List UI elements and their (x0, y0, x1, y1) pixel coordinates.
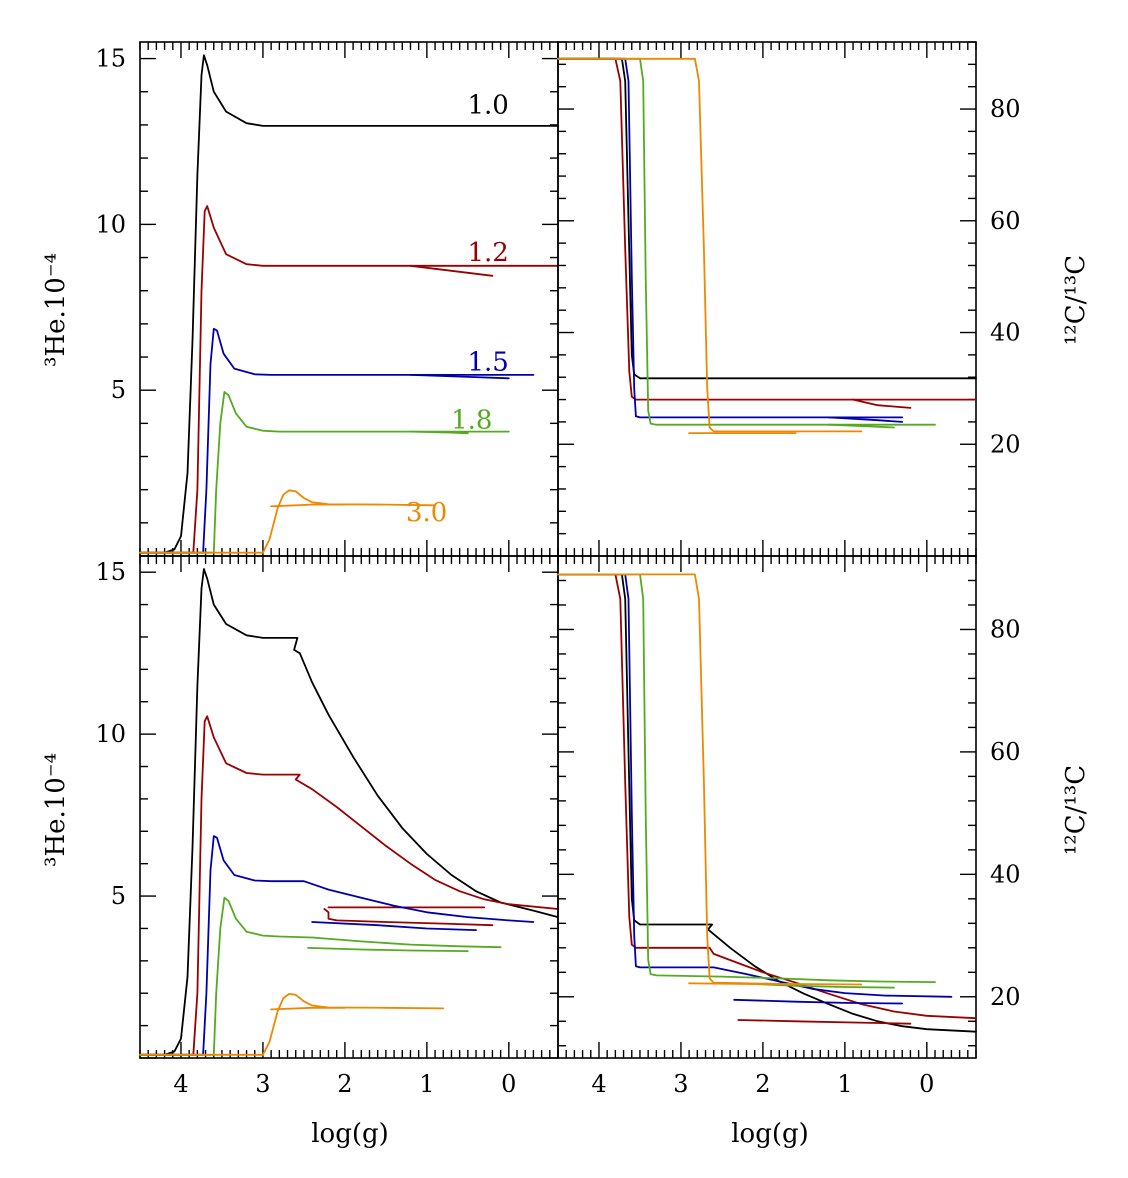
plot-frame (139, 555, 559, 1059)
series-1.0 (557, 57, 977, 380)
series-1.2 (139, 205, 559, 554)
panel-bottom-right: 20 40 60 80 4 3 2 1 0 (557, 555, 1021, 1098)
series-3.0-branch (270, 503, 346, 508)
series-1.2-tail (409, 264, 494, 277)
y-tick-label: 60 (990, 738, 1021, 766)
plot-frame (557, 555, 977, 1059)
y-tick-label: 60 (990, 207, 1021, 235)
y-tick-label: 5 (111, 882, 126, 910)
x-tick-label: 1 (419, 1070, 434, 1098)
series-1.8 (557, 57, 936, 426)
panel-top-left: 5 10 15 1.0 1.2 1.5 1.8 3.0 (95, 41, 559, 557)
series-1.2 (557, 573, 977, 1020)
series-1.0 (139, 568, 559, 1056)
series-1.5-branch (733, 998, 904, 1005)
ylabel-top-left: ³He.10⁻⁴ (41, 253, 71, 367)
series-1.5-tail (409, 374, 510, 380)
series-3.0-branch (688, 982, 797, 986)
series-1.8 (557, 573, 936, 983)
series-1.5 (139, 835, 535, 1056)
x-tick-label: 1 (837, 1070, 852, 1098)
series-1.2 (139, 715, 559, 1056)
series-1.2-branch-b (323, 908, 494, 927)
series-1.5-branch (311, 921, 477, 931)
y-tick-label: 5 (111, 376, 126, 404)
series-1.2-tail (852, 398, 912, 409)
xlabel-bottom-right: log(g) (731, 1119, 809, 1149)
series-3.0-branch (270, 1006, 346, 1011)
x-tick-label: 2 (337, 1070, 352, 1098)
x-tick-label: 3 (673, 1070, 688, 1098)
ylabel-top-right: ¹²C/¹³C (1061, 255, 1091, 345)
panel-top-right: 20 40 60 80 (557, 41, 1021, 557)
series-1.5 (557, 57, 904, 419)
series-1.5 (557, 573, 953, 998)
x-tick-label: 0 (919, 1070, 934, 1098)
series-1.0 (139, 54, 559, 554)
series-1.8 (139, 896, 502, 1056)
series-1.8-tail (827, 423, 895, 429)
series-1.8-branch (307, 947, 469, 952)
series-1.2 (557, 57, 977, 401)
mass-label: 1.0 (467, 90, 508, 120)
mass-label: 3.0 (406, 498, 447, 528)
x-tick-label: 4 (591, 1070, 606, 1098)
x-tick-label: 4 (173, 1070, 188, 1098)
y-tick-label: 15 (95, 45, 126, 73)
y-tick-label: 20 (990, 430, 1021, 458)
ylabel-bottom-left: ³He.10⁻⁴ (41, 753, 71, 867)
y-tick-label: 80 (990, 95, 1021, 123)
mass-label: 1.8 (451, 405, 492, 435)
series-1.2-branch (737, 1019, 912, 1025)
ylabel-bottom-right: ¹²C/¹³C (1061, 765, 1091, 855)
xlabel-bottom-left: log(g) (311, 1119, 389, 1149)
y-tick-label: 15 (95, 558, 126, 586)
series-3.0 (557, 57, 863, 433)
mass-label: 1.2 (467, 238, 508, 268)
x-tick-label: 2 (755, 1070, 770, 1098)
series-1.0 (557, 573, 977, 1033)
series-1.8-tail (409, 430, 469, 435)
y-tick-label: 20 (990, 983, 1021, 1011)
series-1.5 (139, 327, 535, 554)
series-1.5-tail (827, 416, 904, 423)
series-3.0 (557, 573, 863, 986)
x-tick-label: 3 (255, 1070, 270, 1098)
series-1.8 (139, 391, 510, 554)
y-tick-label: 40 (990, 860, 1021, 888)
y-tick-label: 40 (990, 319, 1021, 347)
x-tick-label: 0 (501, 1070, 516, 1098)
y-tick-label: 10 (95, 210, 126, 238)
mass-label: 1.5 (467, 347, 508, 377)
y-tick-label: 80 (990, 615, 1021, 643)
y-tick-label: 10 (95, 720, 126, 748)
